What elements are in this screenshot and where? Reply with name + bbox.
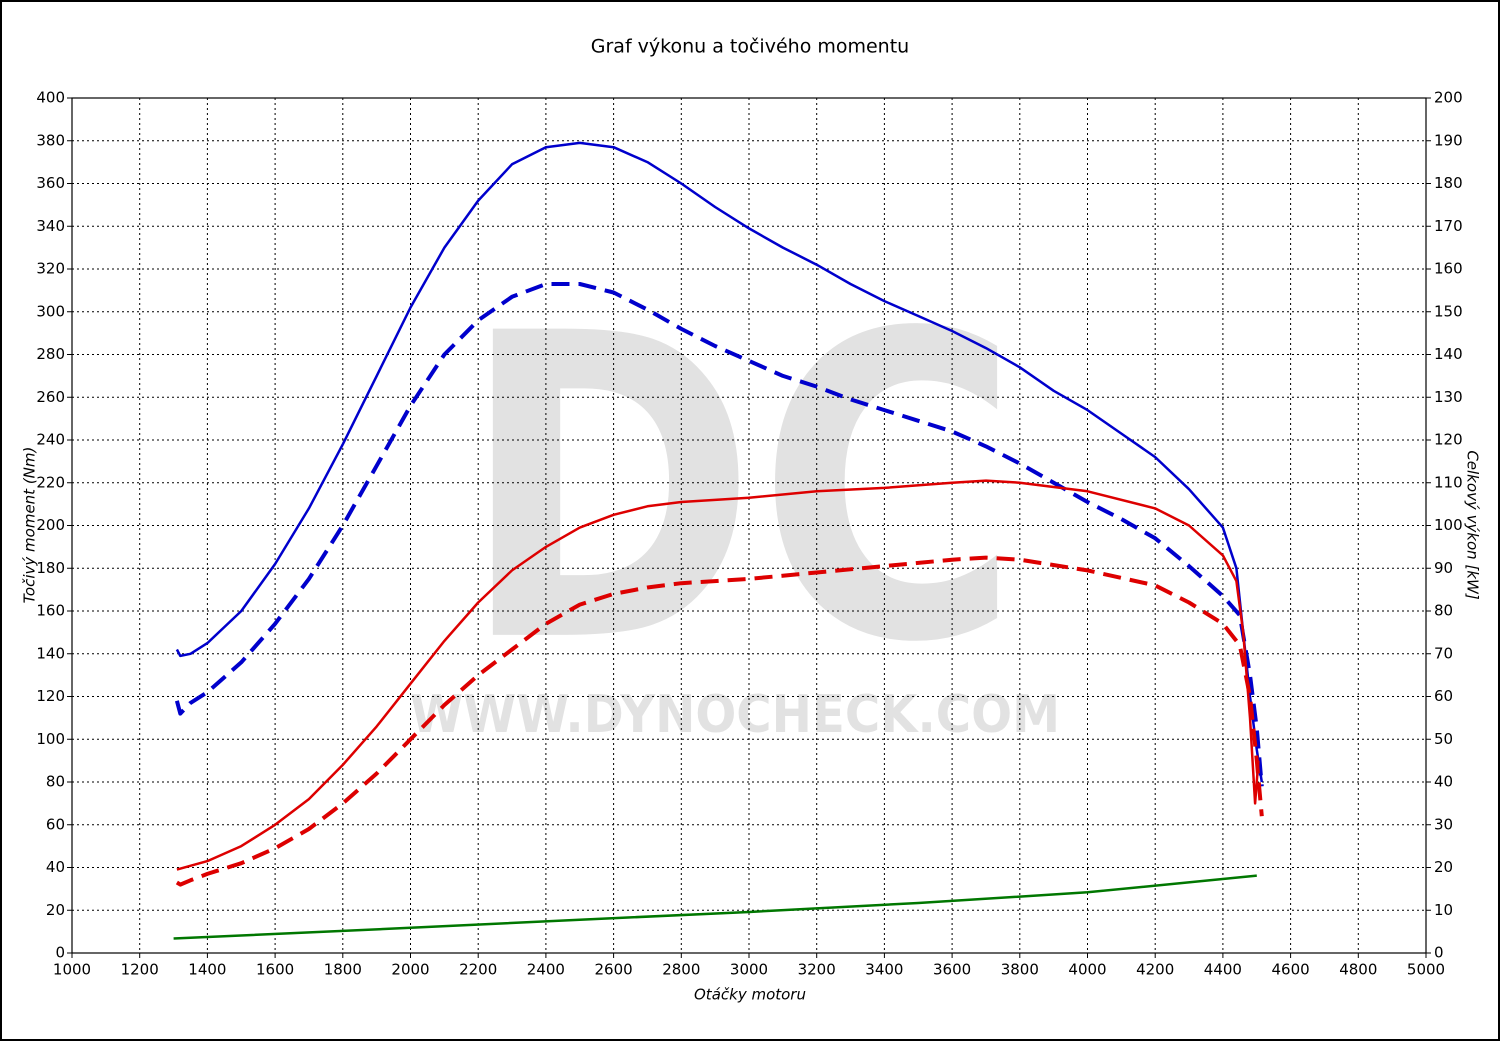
x-tick-label: 3600 <box>933 961 971 979</box>
y-tick-label: 60 <box>46 815 65 833</box>
x-tick-label: 1800 <box>324 961 362 979</box>
y-tick-label: 320 <box>36 260 65 278</box>
x-tick-label: 4600 <box>1272 961 1310 979</box>
y2-axis-label: Celkový výkon [kW] <box>1464 450 1482 600</box>
y2-tick-label: 160 <box>1434 260 1463 278</box>
y2-tick-label: 180 <box>1434 174 1463 192</box>
x-tick-label: 5000 <box>1407 961 1445 979</box>
y-tick-label: 340 <box>36 217 65 235</box>
y-tick-label: 240 <box>36 431 65 449</box>
y-tick-label: 40 <box>46 858 65 876</box>
y2-tick-label: 120 <box>1434 431 1463 449</box>
y2-tick-label: 60 <box>1434 687 1453 705</box>
watermark: DC WWW.DYNOCHECK.COM <box>410 246 1060 745</box>
watermark-url: WWW.DYNOCHECK.COM <box>410 685 1060 745</box>
y-tick-label: 180 <box>36 559 65 577</box>
x-tick-label: 4800 <box>1339 961 1377 979</box>
y-tick-label: 140 <box>36 644 65 662</box>
y-tick-label: 400 <box>36 89 65 107</box>
series-line <box>173 874 1257 940</box>
y2-tick-label: 200 <box>1434 89 1463 107</box>
x-tick-label: 3000 <box>730 961 768 979</box>
chart-title: Graf výkonu a točivého momentu <box>591 36 909 58</box>
y2-tick-label: 110 <box>1434 473 1463 491</box>
y-tick-label: 220 <box>36 473 65 491</box>
y2-tick-label: 130 <box>1434 388 1463 406</box>
x-tick-label: 4200 <box>1136 961 1174 979</box>
y2-tick-label: 10 <box>1434 901 1453 919</box>
y2-tick-label: 90 <box>1434 559 1453 577</box>
y2-tick-label: 190 <box>1434 131 1463 149</box>
x-tick-label: 1600 <box>256 961 294 979</box>
y2-tick-label: 50 <box>1434 730 1453 748</box>
plot-frame <box>71 97 1427 954</box>
series-line <box>175 141 1264 783</box>
series-line <box>176 479 1260 871</box>
y-tick-label: 100 <box>36 730 65 748</box>
x-tick-label: 1200 <box>121 961 159 979</box>
y2-tick-label: 70 <box>1434 644 1453 662</box>
y-tick-label: 200 <box>36 516 65 534</box>
y2-tick-label: 20 <box>1434 858 1453 876</box>
x-axis-label: Otáčky motoru <box>694 986 806 1004</box>
y2-tick-label: 100 <box>1434 516 1463 534</box>
y-tick-label: 300 <box>36 302 65 320</box>
y-tick-label: 160 <box>36 602 65 620</box>
y2-tick-label: 140 <box>1434 345 1463 363</box>
y2-tick-label: 0 <box>1434 944 1444 962</box>
y-tick-label: 360 <box>36 174 65 192</box>
x-tick-label: 2000 <box>391 961 429 979</box>
y-tick-label: 280 <box>36 345 65 363</box>
series-line <box>175 555 1264 887</box>
y2-tick-label: 150 <box>1434 302 1463 320</box>
x-tick-label: 1000 <box>53 961 91 979</box>
x-tick-label: 4400 <box>1204 961 1242 979</box>
x-tick-label: 4000 <box>1068 961 1106 979</box>
y-tick-label: 20 <box>46 901 65 919</box>
x-tick-label: 2400 <box>527 961 565 979</box>
y-tick-label: 120 <box>36 687 65 705</box>
x-tick-label: 3400 <box>865 961 903 979</box>
x-tick-label: 2600 <box>595 961 633 979</box>
series-line <box>174 282 1264 787</box>
y2-tick-label: 40 <box>1434 773 1453 791</box>
y-tick-label: 80 <box>46 773 65 791</box>
y-tick-label: 0 <box>55 944 65 962</box>
x-tick-label: 3800 <box>1001 961 1039 979</box>
x-tick-label: 2200 <box>459 961 497 979</box>
y-axis-label: Točivý moment (Nm) <box>21 447 39 604</box>
y2-tick-label: 170 <box>1434 217 1463 235</box>
x-tick-label: 2800 <box>662 961 700 979</box>
watermark-logo: DC <box>460 246 1020 735</box>
y2-tick-label: 80 <box>1434 602 1453 620</box>
x-tick-label: 1400 <box>188 961 226 979</box>
y2-tick-label: 30 <box>1434 815 1453 833</box>
y-tick-label: 380 <box>36 131 65 149</box>
x-tick-label: 3200 <box>798 961 836 979</box>
y-tick-label: 260 <box>36 388 65 406</box>
